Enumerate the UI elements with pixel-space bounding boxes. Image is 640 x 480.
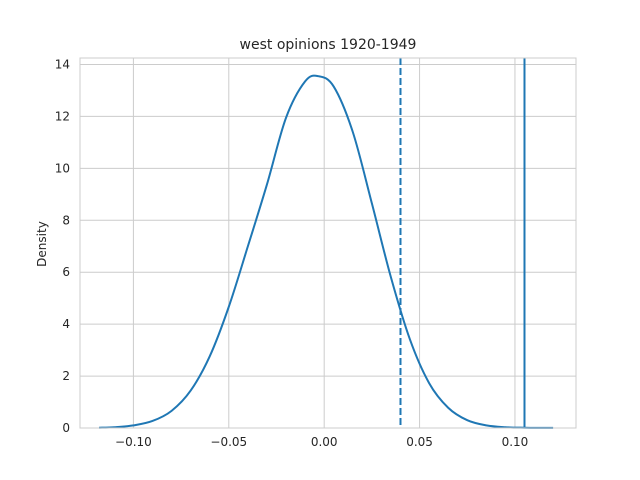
x-tick-label: −0.05: [210, 435, 247, 449]
y-tick-label: 4: [62, 317, 70, 331]
y-tick-label: 8: [62, 213, 70, 227]
x-tick-label: 0.10: [502, 435, 529, 449]
tick-labels: −0.10 −0.05 0.00 0.05 0.10 0 2 4 6 8 10 12 14: [55, 57, 529, 449]
y-tick-label: 0: [62, 421, 70, 435]
y-tick-label: 6: [62, 265, 70, 279]
density-curve: [99, 74, 554, 429]
y-tick-label: 2: [62, 369, 70, 383]
y-tick-label: 12: [55, 109, 70, 123]
grid: [80, 58, 576, 429]
x-tick-label: 0.00: [311, 435, 338, 449]
chart-marks: [99, 58, 554, 429]
y-tick-label: 14: [55, 57, 70, 71]
y-tick-label: 10: [55, 161, 70, 175]
plot-frame: [79, 57, 577, 429]
x-tick-label: −0.10: [115, 435, 152, 449]
chart-title: west opinions 1920-1949: [240, 37, 417, 53]
y-axis-title: Density: [35, 221, 49, 267]
x-tick-label: 0.05: [406, 435, 433, 449]
